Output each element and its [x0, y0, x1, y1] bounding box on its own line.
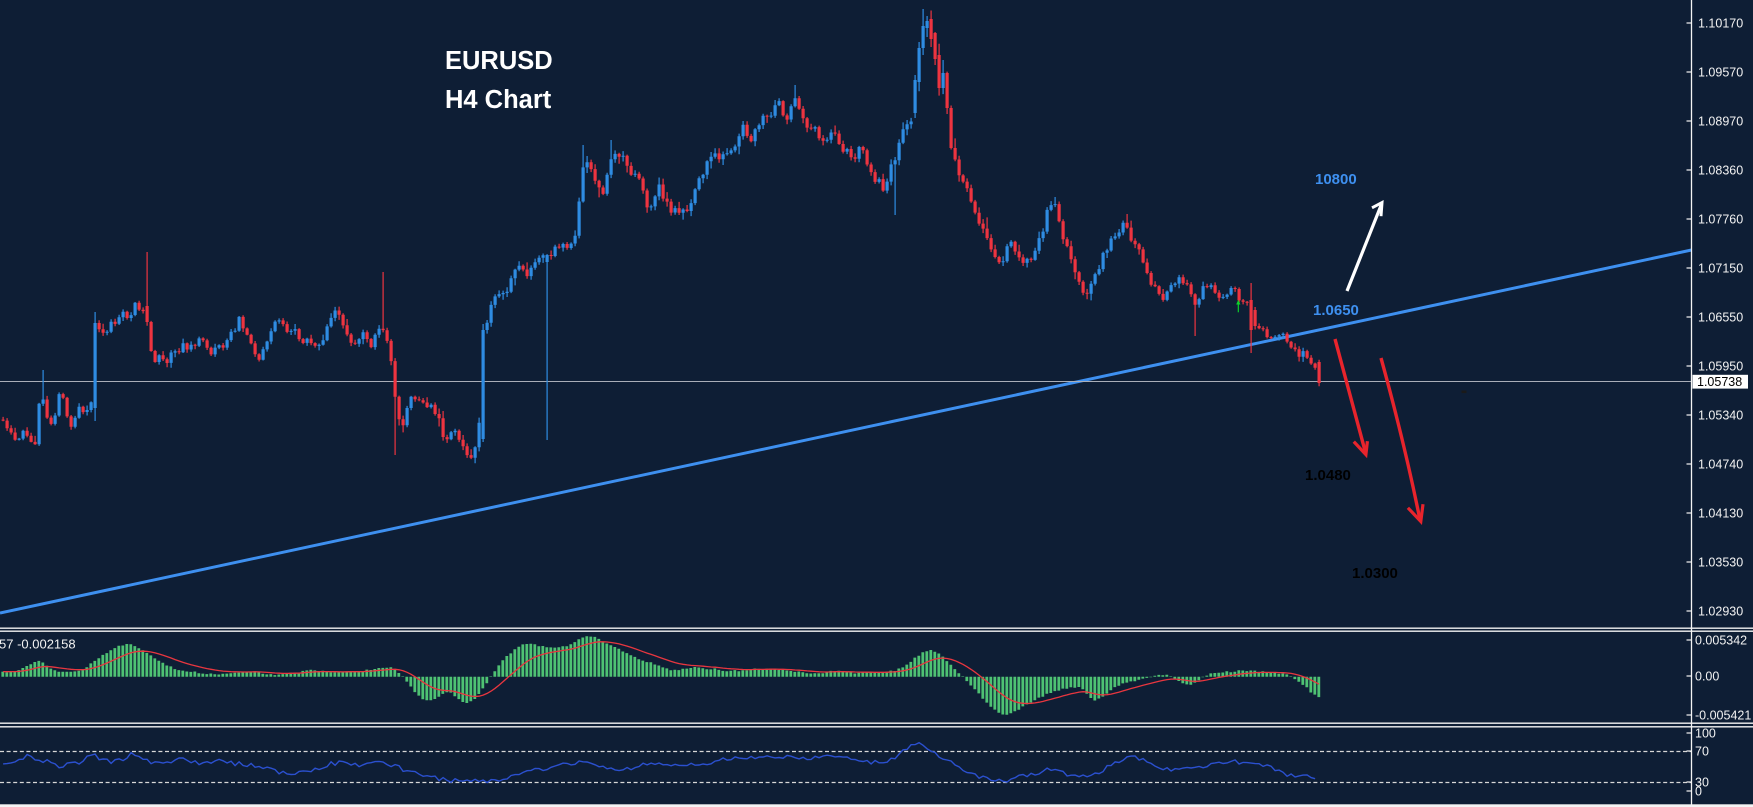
svg-text:1.07150: 1.07150: [1698, 262, 1743, 276]
svg-text:1.03530: 1.03530: [1698, 556, 1743, 570]
svg-text:EURUSD: EURUSD: [445, 47, 553, 75]
svg-text:1.09570: 1.09570: [1698, 66, 1743, 80]
svg-text:1.0650: 1.0650: [1313, 302, 1359, 319]
svg-text:1.06550: 1.06550: [1698, 311, 1743, 325]
svg-text:1.05340: 1.05340: [1698, 409, 1743, 423]
svg-text:0.005342: 0.005342: [1695, 634, 1747, 648]
svg-text:1.07760: 1.07760: [1698, 213, 1743, 227]
svg-text:1.04740: 1.04740: [1698, 458, 1743, 472]
svg-text:70: 70: [1695, 745, 1709, 759]
svg-text:1.04130: 1.04130: [1698, 507, 1743, 521]
svg-text:H4 Chart: H4 Chart: [445, 86, 552, 114]
svg-text:10800: 10800: [1315, 171, 1357, 188]
svg-text:1.08970: 1.08970: [1698, 115, 1743, 129]
svg-text:57 -0.002158: 57 -0.002158: [0, 637, 76, 652]
svg-text:1.08360: 1.08360: [1698, 164, 1743, 178]
svg-text:30: 30: [1695, 776, 1709, 790]
svg-text:1.02930: 1.02930: [1698, 605, 1743, 619]
svg-text:1.0300: 1.0300: [1352, 565, 1398, 582]
svg-text:100: 100: [1695, 727, 1716, 741]
svg-text:1.10170: 1.10170: [1698, 17, 1743, 31]
svg-text:0: 0: [1695, 785, 1702, 799]
svg-text:1.05950: 1.05950: [1698, 360, 1743, 374]
svg-text:1.05738: 1.05738: [1697, 375, 1742, 389]
svg-text:0.00: 0.00: [1695, 670, 1719, 684]
svg-text:1.0480: 1.0480: [1305, 467, 1351, 484]
svg-text:-0.005421: -0.005421: [1695, 709, 1751, 723]
